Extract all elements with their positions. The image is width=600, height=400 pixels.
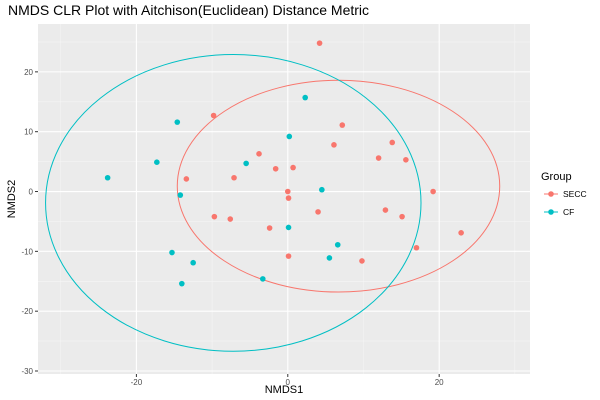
y-tick-label: -30 — [21, 367, 33, 376]
plot-panel — [38, 24, 530, 374]
point-secc — [403, 157, 409, 163]
point-secc — [285, 195, 292, 201]
point-secc — [359, 258, 365, 264]
point-secc — [290, 164, 296, 171]
point-cf — [302, 94, 308, 101]
point-secc — [256, 151, 262, 157]
point-secc — [315, 209, 321, 215]
point-cf — [104, 174, 111, 181]
legend: Group SECC CF — [541, 171, 587, 217]
x-tick-label: 20 — [435, 378, 444, 387]
point-secc — [375, 155, 382, 161]
point-cf — [169, 249, 175, 256]
x-tick-label: 0 — [286, 378, 291, 387]
y-tick-label: -20 — [21, 307, 33, 316]
legend-label-cf: CF — [563, 207, 574, 217]
point-secc — [272, 165, 279, 172]
data-points — [104, 40, 464, 287]
point-cf — [243, 160, 249, 167]
point-cf — [174, 119, 181, 125]
y-tick-label: 0 — [29, 188, 34, 197]
point-cf — [319, 186, 325, 193]
point-cf — [326, 255, 333, 261]
point-secc — [382, 207, 389, 213]
point-secc — [183, 176, 190, 182]
point-cf — [286, 133, 293, 140]
point-cf — [154, 159, 160, 166]
legend-key-point-cf — [548, 209, 554, 215]
point-secc — [266, 225, 273, 231]
point-secc — [316, 40, 323, 46]
point-secc — [430, 188, 436, 195]
confidence-ellipses — [45, 54, 501, 352]
point-cf — [179, 280, 185, 287]
y-tick-label: -10 — [21, 247, 33, 256]
point-secc — [413, 244, 420, 251]
point-cf — [190, 259, 196, 266]
point-cf — [260, 276, 266, 282]
chart-title: NMDS CLR Plot with Aitchison(Euclidean) … — [8, 2, 369, 18]
tick-labels: -20 0 20 -30 -20 -10 0 10 20 — [21, 68, 444, 387]
point-secc — [331, 142, 337, 148]
point-secc — [339, 122, 346, 128]
point-secc — [211, 213, 218, 220]
point-secc — [210, 112, 217, 119]
point-secc — [284, 188, 291, 195]
point-cf — [285, 224, 292, 231]
legend-title: Group — [541, 171, 572, 183]
point-secc — [389, 139, 396, 146]
y-axis-title: NMDS2 — [6, 180, 18, 219]
point-cf — [334, 241, 341, 248]
legend-key-point-secc — [548, 191, 554, 197]
ellipse-cf — [45, 54, 422, 352]
grid-major — [38, 24, 530, 374]
point-secc — [285, 253, 292, 259]
point-secc — [399, 213, 405, 220]
point-secc — [458, 230, 464, 236]
legend-label-secc: SECC — [563, 189, 587, 199]
point-secc — [231, 174, 237, 181]
x-axis-title: NMDS1 — [265, 384, 304, 396]
point-secc — [227, 216, 234, 222]
y-tick-label: 20 — [24, 68, 33, 77]
y-tick-label: 10 — [24, 128, 33, 137]
axis-ticks — [35, 71, 440, 377]
point-cf — [177, 192, 184, 198]
x-tick-label: -20 — [131, 378, 143, 387]
grid-minor — [38, 24, 530, 374]
